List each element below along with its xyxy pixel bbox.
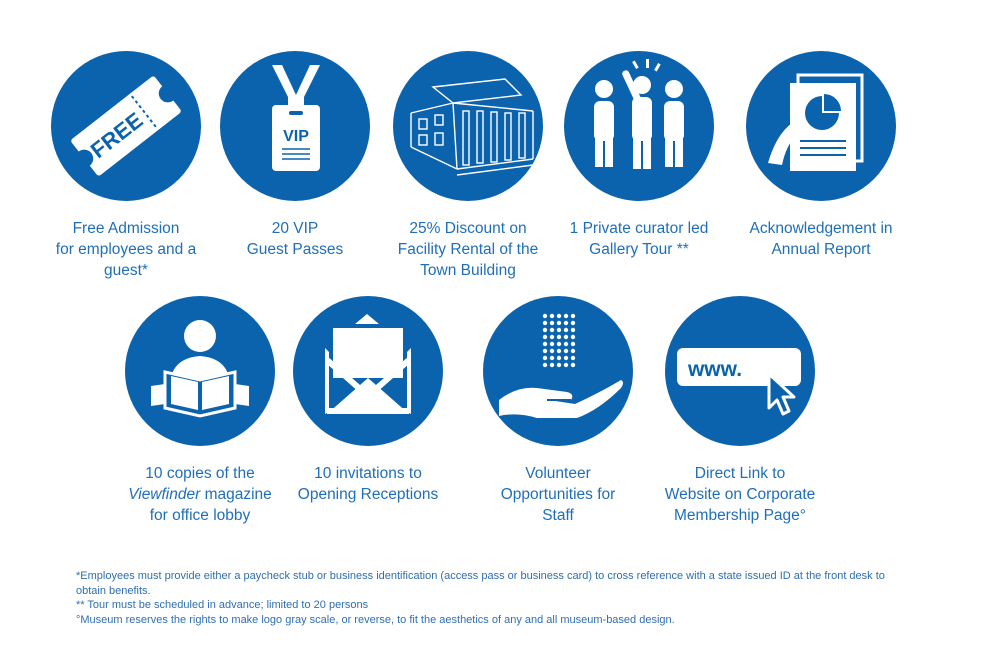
vip-badge-icon: VIP: [220, 51, 370, 201]
footnote-tour: ** Tour must be scheduled in advance; li…: [76, 599, 369, 611]
curator-tour-icon: [564, 51, 714, 201]
badge-text: VIP: [283, 128, 309, 145]
annual-report-icon: [746, 51, 896, 201]
volunteer-hand-icon: [483, 296, 633, 446]
benefit-caption: 10 invitations to Opening Receptions: [297, 465, 439, 503]
benefit-caption: 20 VIP Guest Passes: [246, 220, 344, 258]
benefit-caption: Volunteer Opportunities for Staff: [500, 465, 616, 524]
footnotes: *Employees must provide either a paychec…: [76, 569, 896, 627]
free-ticket-icon: FREE: [51, 51, 201, 201]
benefit-caption: Acknowledgement in Annual Report: [749, 220, 893, 258]
footnote-logo: °Museum reserves the rights to make logo…: [76, 613, 675, 626]
magazine-name: Viewfinder: [128, 486, 201, 503]
benefit-caption: 10 copies of the Viewfinder magazine for…: [128, 465, 272, 524]
benefit-caption: 1 Private curator led Gallery Tour **: [569, 220, 709, 258]
town-building-icon: [393, 51, 543, 201]
benefit-caption: 25% Discount on Facility Rental of the T…: [397, 220, 539, 279]
benefit-caption: Direct Link to Website on Corporate Memb…: [664, 465, 816, 524]
website-link-icon: www.: [665, 296, 815, 446]
envelope-icon: [293, 296, 443, 446]
url-text: www.: [687, 358, 742, 381]
reading-magazine-icon: [125, 296, 275, 446]
footnote-employees: *Employees must provide either a paychec…: [76, 570, 885, 597]
benefit-caption: Free Admission for employees and a guest…: [55, 220, 197, 279]
